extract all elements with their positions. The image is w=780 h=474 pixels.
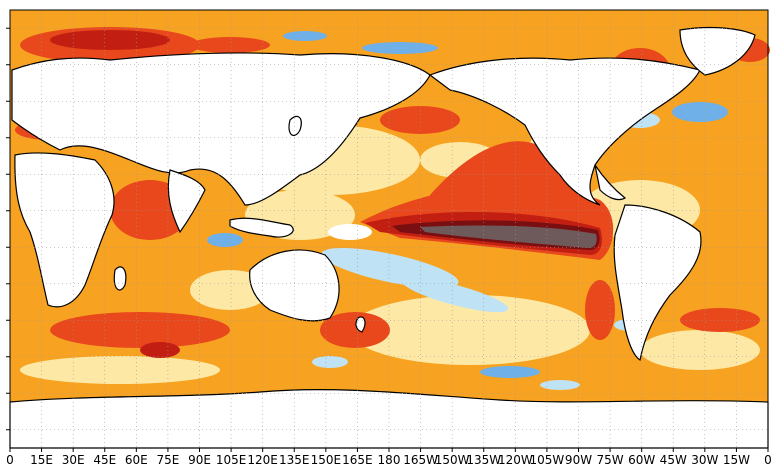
x-tick-label: 105W: [529, 453, 565, 467]
x-tick-label: 150W: [434, 453, 470, 467]
land-eurasia: [11, 52, 431, 206]
x-tick-label: 165W: [403, 453, 438, 467]
land-africa: [14, 152, 115, 308]
x-tick-label: 45E: [93, 453, 117, 467]
land-new-zealand: [355, 316, 366, 333]
y-axis-ticks: [6, 27, 10, 431]
x-tick-label: 75W: [596, 453, 624, 467]
x-tick-label: 180: [377, 453, 401, 467]
land-layer: [9, 26, 769, 449]
x-tick-label: 135W: [466, 453, 502, 467]
x-tick-label: 30W: [691, 453, 719, 467]
x-tick-label: 15E: [30, 453, 54, 467]
land-japan: [288, 115, 302, 137]
land-south-america: [613, 204, 702, 361]
x-tick-label: 45W: [659, 453, 687, 467]
anomaly-darkest-core: [420, 225, 597, 248]
land-north-america: [428, 57, 701, 206]
x-tick-label: 75E: [156, 453, 180, 467]
x-tick-label: 0: [764, 453, 772, 467]
land-madagascar: [113, 266, 127, 291]
land-central-america: [594, 164, 627, 201]
land-india: [167, 169, 206, 234]
x-tick-label: 105E: [215, 453, 247, 467]
x-tick-label: 135E: [279, 453, 310, 467]
land-australia: [249, 249, 340, 322]
x-axis-ticks: [9, 448, 769, 452]
x-tick-label: 90E: [188, 453, 211, 467]
x-tick-label: 30E: [61, 453, 85, 467]
x-tick-label: 90W: [564, 453, 593, 467]
x-tick-label: 15W: [722, 453, 750, 467]
x-tick-label: 165E: [342, 453, 373, 467]
x-tick-label: 0: [6, 453, 14, 467]
x-tick-label: 120W: [497, 453, 533, 467]
x-tick-label: 60E: [124, 453, 148, 467]
land-greenland: [679, 26, 756, 76]
land-indonesia: [229, 217, 294, 238]
x-tick-label: 60W: [628, 453, 656, 467]
x-tick-label: 120E: [247, 453, 278, 467]
x-tick-label: 150E: [310, 453, 342, 467]
